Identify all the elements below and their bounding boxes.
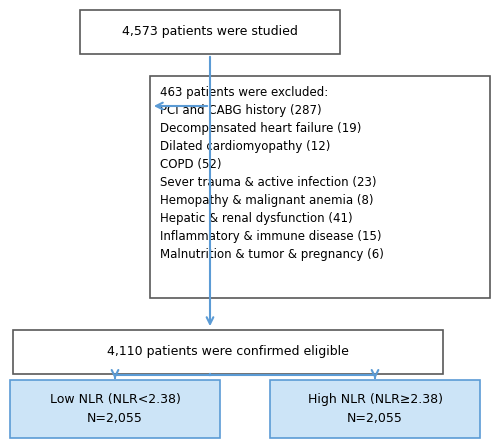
FancyBboxPatch shape: [150, 76, 490, 298]
Text: High NLR (NLR≥2.38)
N=2,055: High NLR (NLR≥2.38) N=2,055: [308, 393, 442, 425]
FancyBboxPatch shape: [13, 330, 443, 374]
FancyBboxPatch shape: [80, 10, 340, 54]
Text: 4,573 patients were studied: 4,573 patients were studied: [122, 25, 298, 38]
Text: 4,110 patients were confirmed eligible: 4,110 patients were confirmed eligible: [107, 346, 349, 358]
FancyBboxPatch shape: [10, 380, 220, 438]
Text: 463 patients were excluded:
PCI and CABG history (287)
Decompensated heart failu: 463 patients were excluded: PCI and CABG…: [160, 86, 384, 261]
Text: Low NLR (NLR<2.38)
N=2,055: Low NLR (NLR<2.38) N=2,055: [50, 393, 180, 425]
FancyBboxPatch shape: [270, 380, 480, 438]
